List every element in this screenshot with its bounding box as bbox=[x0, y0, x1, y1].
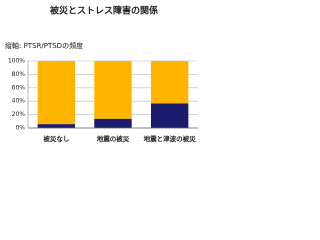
y-tick-label: 40% bbox=[12, 98, 26, 105]
x-tick-label: 地震の被災 bbox=[97, 134, 130, 143]
bar-segment bbox=[37, 61, 76, 125]
y-tick-label: 100% bbox=[8, 58, 25, 65]
bar-segment bbox=[94, 61, 132, 119]
y-tick-label: 80% bbox=[12, 71, 26, 78]
x-tick-label: 被災なし bbox=[43, 134, 69, 143]
chart-title: 被災とストレス障害の関係 bbox=[50, 5, 158, 17]
y-tick-label: 20% bbox=[12, 111, 26, 118]
bar-segment bbox=[150, 61, 189, 104]
bar-segment bbox=[94, 118, 132, 128]
chart-subtitle: 縦軸: PTSR/PTSDの頻度 bbox=[5, 41, 83, 50]
y-tick-label: 60% bbox=[12, 84, 26, 91]
x-tick-label: 地震と津波の被災 bbox=[144, 134, 197, 143]
bar-segment bbox=[150, 103, 189, 128]
bar-segment bbox=[37, 124, 76, 128]
y-tick-label: 0% bbox=[15, 125, 25, 132]
chart: 被災とストレス障害の関係 縦軸: PTSR/PTSDの頻度 0% 20% 40% 60… bbox=[5, 5, 198, 143]
